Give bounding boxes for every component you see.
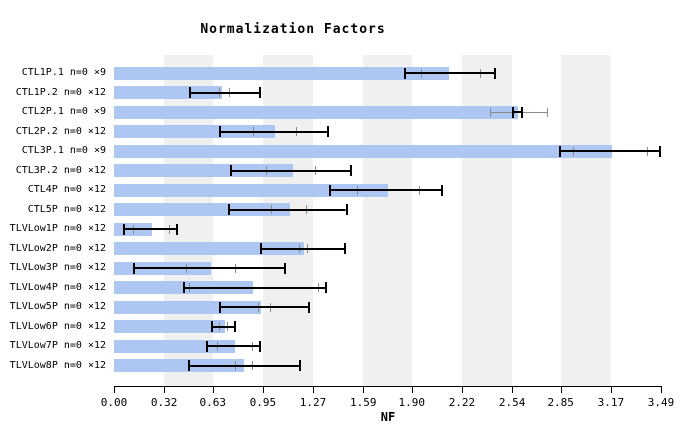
- x-tick-mark: [363, 386, 365, 393]
- plot-area: [114, 55, 661, 386]
- x-tick-mark: [461, 386, 463, 393]
- error-bar-primary: [189, 87, 262, 99]
- error-bar-primary: [403, 67, 497, 79]
- x-tick-mark: [114, 386, 115, 393]
- x-axis-title: NF: [380, 410, 396, 424]
- error-bar-primary: [228, 204, 348, 216]
- error-bar-primary: [328, 184, 444, 196]
- x-tick-label: 1.59: [349, 396, 377, 409]
- y-axis-label: TLVLow6P n=0 ×12: [9, 320, 106, 332]
- grid-stripe: [560, 55, 611, 386]
- x-tick-mark: [560, 386, 562, 393]
- x-tick-label: 1.90: [398, 396, 426, 409]
- x-tick-mark: [212, 386, 214, 393]
- error-bar-primary: [206, 340, 262, 352]
- y-axis-label: TLVLow5P n=0 ×12: [9, 301, 106, 313]
- y-axis-label: CTL1P.2 n=0 ×12: [15, 86, 106, 98]
- y-axis-label: CTL4P n=0 ×12: [27, 184, 106, 196]
- x-tick-label: 2.54: [498, 396, 526, 409]
- x-tick-label: 0.95: [249, 396, 277, 409]
- bar: [114, 105, 519, 119]
- error-bar-primary: [211, 321, 237, 333]
- y-axis-label: CTL2P.2 n=0 ×12: [15, 125, 106, 137]
- error-bar-primary: [187, 360, 301, 372]
- y-axis-label: TLVLow8P n=0 ×12: [9, 359, 106, 371]
- error-bar-primary: [219, 301, 310, 313]
- x-tick-label: 0.32: [150, 396, 178, 409]
- chart-title: Normalization Factors: [200, 22, 386, 37]
- bar: [114, 339, 235, 353]
- x-tick-mark: [512, 386, 514, 393]
- error-bar-primary: [219, 126, 329, 138]
- error-bar-primary: [512, 106, 524, 118]
- y-axis-label: CTL3P.1 n=0 ×9: [21, 145, 106, 157]
- bar: [114, 242, 304, 256]
- bar: [114, 320, 226, 334]
- error-bar-primary: [259, 243, 346, 255]
- x-tick-mark: [262, 386, 264, 393]
- x-tick-label: 0.00: [100, 396, 128, 409]
- y-axis-label: TLVLow2P n=0 ×12: [9, 242, 106, 254]
- y-axis-label: CTL5P n=0 ×12: [27, 203, 106, 215]
- x-tick-mark: [661, 386, 662, 393]
- error-bar-primary: [123, 223, 179, 235]
- x-tick-label: 3.49: [647, 396, 675, 409]
- bar: [114, 144, 613, 158]
- x-tick-mark: [411, 386, 413, 393]
- x-tick-label: 3.17: [597, 396, 625, 409]
- y-axis-label: CTL1P.1 n=0 ×9: [21, 67, 106, 78]
- y-axis-label: TLVLow7P n=0 ×12: [9, 340, 106, 352]
- x-tick-mark: [313, 386, 315, 393]
- error-bar-primary: [229, 165, 353, 177]
- bar: [114, 66, 450, 80]
- x-tick-label: 0.63: [199, 396, 226, 409]
- y-axis-label: CTL3P.2 n=0 ×12: [15, 164, 106, 176]
- error-bar-primary: [132, 262, 287, 274]
- x-tick-label: 1.27: [299, 396, 327, 409]
- y-axis-label: CTL2P.1 n=0 ×9: [21, 106, 106, 118]
- x-axis-line: [114, 386, 662, 387]
- error-bar-primary: [182, 282, 328, 294]
- x-tick-mark: [610, 386, 612, 393]
- bar: [114, 183, 389, 197]
- y-axis-label: TLVLow3P n=0 ×12: [9, 262, 106, 274]
- x-tick-label: 2.22: [448, 396, 476, 409]
- y-axis-label: TLVLow4P n=0 ×12: [9, 281, 106, 293]
- x-tick-mark: [164, 386, 166, 393]
- y-axis-label: TLVLow1P n=0 ×12: [9, 223, 106, 235]
- error-bar-primary: [559, 145, 661, 157]
- x-tick-label: 2.85: [547, 396, 574, 409]
